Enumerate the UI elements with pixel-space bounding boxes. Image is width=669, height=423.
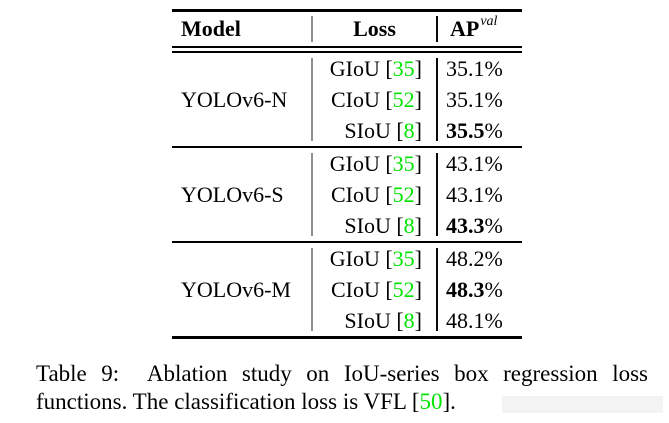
- percent-sign: %: [484, 246, 503, 271]
- percent-sign: %: [484, 182, 503, 207]
- ablation-table: Model Loss AP val YOLOv6-N GIoU [35] 35.1…: [172, 9, 522, 339]
- loss-cell: GIoU [35]: [312, 148, 437, 179]
- ap-cell: 43.1%: [437, 148, 522, 179]
- loss-label: SIoU [: [344, 118, 404, 143]
- loss-cell: CIoU [52]: [312, 84, 437, 115]
- citation-link: 8: [403, 118, 415, 143]
- table-header-row: Model Loss AP val: [172, 12, 522, 46]
- ap-value: 43.1: [446, 151, 485, 176]
- table-group-yolov6-m: YOLOv6-M GIoU [35] 48.2% CIoU [52] 48.3%…: [172, 243, 522, 336]
- loss-label-suffix: ]: [414, 182, 422, 207]
- header-divider-model-loss: [311, 16, 313, 42]
- header-double-rule: [172, 46, 522, 53]
- loss-cell: GIoU [35]: [312, 243, 437, 274]
- loss-label: GIoU [: [329, 151, 393, 176]
- loss-label-suffix: ]: [414, 213, 422, 238]
- model-name: YOLOv6-M: [181, 276, 291, 302]
- ap-value: 35.1: [446, 87, 485, 112]
- group-separator-rule: [172, 146, 522, 148]
- ap-cell: 48.2%: [437, 243, 522, 274]
- citation-link: 35: [392, 151, 415, 176]
- caption-text: functions. The classification loss is VF…: [36, 389, 420, 414]
- model-name: YOLOv6-S: [181, 181, 284, 207]
- ap-value: 35.1: [446, 56, 485, 81]
- loss-label-suffix: ]: [414, 277, 422, 302]
- loss-cell: SIoU [8]: [312, 210, 437, 241]
- loss-label-suffix: ]: [414, 56, 422, 81]
- percent-sign: %: [484, 151, 503, 176]
- loss-cell: SIoU [8]: [312, 115, 437, 146]
- ap-value: 48.2: [446, 246, 485, 271]
- loss-label: SIoU [: [344, 213, 404, 238]
- percent-sign: %: [484, 277, 503, 302]
- caption-line-1: Table 9: Ablation study on IoU-series bo…: [36, 361, 648, 386]
- table-caption: Table 9: Ablation study on IoU-series bo…: [36, 360, 648, 416]
- ap-cell: 35.1%: [437, 84, 522, 115]
- group-divider-model-loss: [311, 58, 313, 141]
- loss-label: SIoU [: [344, 308, 404, 333]
- loss-label: CIoU [: [330, 87, 393, 112]
- loss-cell: CIoU [52]: [312, 179, 437, 210]
- loss-label: GIoU [: [329, 246, 393, 271]
- ap-cell: 48.3%: [437, 274, 522, 305]
- percent-sign: %: [484, 213, 503, 238]
- loss-label-suffix: ]: [414, 87, 422, 112]
- citation-link: 52: [392, 182, 415, 207]
- caption-line-2: functions. The classification loss is VF…: [36, 388, 648, 416]
- ap-value: 35.5: [446, 118, 485, 143]
- loss-cell: CIoU [52]: [312, 274, 437, 305]
- ap-cell: 35.5%: [437, 115, 522, 146]
- ap-label: AP: [450, 16, 480, 41]
- group-divider-loss-ap: [436, 153, 438, 236]
- group-divider-loss-ap: [436, 248, 438, 331]
- citation-link: 8: [403, 213, 415, 238]
- loss-label-suffix: ]: [414, 246, 422, 271]
- citation-link: 8: [403, 308, 415, 333]
- column-header-model: Model: [181, 16, 241, 41]
- loss-label-suffix: ]: [414, 118, 422, 143]
- loss-label: CIoU [: [330, 277, 393, 302]
- ap-value: 48.1: [446, 308, 485, 333]
- percent-sign: %: [484, 56, 503, 81]
- percent-sign: %: [484, 308, 503, 333]
- loss-label: CIoU [: [330, 182, 393, 207]
- loss-label: GIoU [: [329, 56, 393, 81]
- group-separator-rule: [172, 241, 522, 243]
- table-group-yolov6-n: YOLOv6-N GIoU [35] 35.1% CIoU [52] 35.1%…: [172, 53, 522, 146]
- percent-sign: %: [484, 87, 503, 112]
- loss-cell: SIoU [8]: [312, 305, 437, 336]
- citation-link: 50: [419, 389, 443, 414]
- group-divider-loss-ap: [436, 58, 438, 141]
- column-header-loss: Loss: [353, 16, 396, 41]
- loss-label-suffix: ]: [414, 308, 422, 333]
- group-divider-model-loss: [311, 153, 313, 236]
- ap-cell: 35.1%: [437, 53, 522, 84]
- ap-value: 43.1: [446, 182, 485, 207]
- loss-label-suffix: ]: [414, 151, 422, 176]
- loss-cell: GIoU [35]: [312, 53, 437, 84]
- scan-artifact: [502, 396, 663, 413]
- ap-value: 43.3: [446, 213, 485, 238]
- caption-text-suffix: ].: [442, 389, 456, 414]
- ap-cell: 48.1%: [437, 305, 522, 336]
- citation-link: 52: [392, 87, 415, 112]
- ap-value: 48.3: [446, 277, 485, 302]
- citation-link: 35: [392, 56, 415, 81]
- header-divider-loss-ap: [436, 16, 438, 42]
- model-name: YOLOv6-N: [181, 86, 288, 112]
- percent-sign: %: [484, 118, 503, 143]
- group-divider-model-loss: [311, 248, 313, 331]
- ap-cell: 43.1%: [437, 179, 522, 210]
- table-top-rule: [172, 9, 522, 12]
- citation-link: 52: [392, 277, 415, 302]
- citation-link: 35: [392, 246, 415, 271]
- ap-cell: 43.3%: [437, 210, 522, 241]
- table-group-yolov6-s: YOLOv6-S GIoU [35] 43.1% CIoU [52] 43.1%…: [172, 148, 522, 241]
- table-bottom-rule: [172, 336, 522, 339]
- column-header-ap: AP val: [450, 14, 498, 42]
